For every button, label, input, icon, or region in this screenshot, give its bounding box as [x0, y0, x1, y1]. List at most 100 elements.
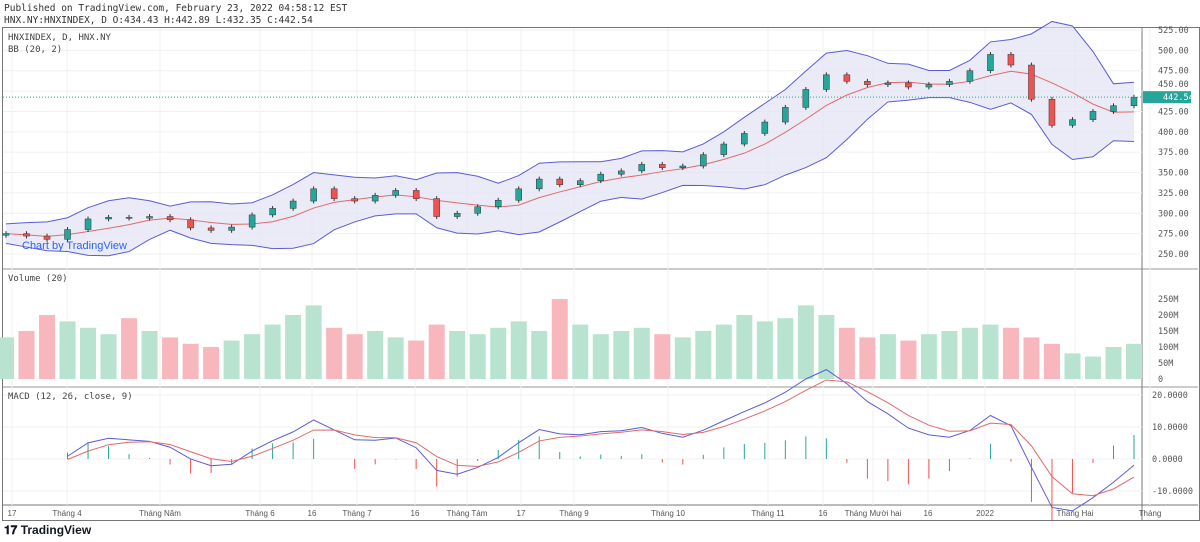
candle: [146, 216, 153, 219]
x-tick-label: Tháng Hai: [1057, 509, 1094, 518]
price-tick-label: 350.00: [1158, 169, 1189, 179]
volume-bar: [613, 331, 630, 379]
candle: [166, 216, 174, 221]
x-tick-label: 16: [308, 509, 317, 518]
candle: [43, 235, 51, 240]
x-tick-label: Tháng Tám: [447, 509, 488, 518]
candle: [330, 188, 338, 199]
candle: [535, 178, 543, 190]
volume-bar: [264, 324, 281, 379]
volume-bar: [879, 334, 896, 379]
volume-tick-label: 150M: [1158, 327, 1178, 337]
bb-basis-line: [5, 70, 1135, 237]
published-text: Published on TradingView.com, February 2…: [4, 3, 348, 14]
volume-bar: [551, 299, 568, 379]
volume-bar: [141, 331, 158, 379]
volume-tick-label: 0: [1158, 375, 1163, 385]
candle: [494, 199, 502, 207]
candle: [125, 217, 133, 219]
volume-bar: [1043, 343, 1060, 379]
macd-tick-label: 20.0000: [1152, 391, 1188, 401]
volume-bar: [674, 337, 691, 379]
x-tick-label: 17: [517, 509, 526, 518]
volume-bar: [1084, 356, 1101, 379]
volume-bar: [285, 315, 302, 379]
candle: [679, 165, 687, 168]
candle: [966, 70, 974, 82]
volume-bar: [531, 331, 548, 379]
volume-tick-label: 250M: [1158, 295, 1178, 305]
x-tick-label: Tháng 11: [751, 509, 785, 518]
candle: [453, 213, 461, 217]
candle: [23, 233, 30, 237]
bb-upper-line: [5, 20, 1135, 225]
x-tick-label: 16: [411, 509, 420, 518]
volume-bar: [449, 331, 466, 379]
volume-bar: [756, 321, 773, 379]
candle: [269, 208, 276, 216]
candle: [1007, 54, 1015, 66]
candle: [618, 170, 625, 175]
candle: [741, 133, 748, 145]
candle: [905, 82, 912, 88]
price-tick-label: 375.00: [1158, 148, 1189, 158]
candle: [64, 229, 71, 240]
x-tick-label: Tháng Năm: [139, 509, 181, 518]
volume-bar: [1023, 337, 1040, 379]
candle: [802, 89, 810, 108]
volume-bar: [203, 347, 220, 379]
macd-line: [67, 369, 1135, 512]
x-tick-label: Tháng Mười hai: [845, 509, 902, 518]
volume-bar: [633, 327, 650, 379]
last-price-label: 442.54: [1163, 93, 1194, 103]
volume-bar: [654, 334, 671, 379]
candle: [310, 188, 317, 202]
x-tick-label: 17: [8, 509, 17, 518]
volume-bar: [695, 331, 712, 379]
macd-legend: MACD (12, 26, close, 9): [8, 392, 133, 402]
bb-legend: BB (20, 2): [8, 45, 63, 55]
candle: [925, 84, 933, 88]
price-tick-label: 400.00: [1158, 128, 1189, 138]
tradingview-logo[interactable]: 𝟏𝟕 TradingView: [4, 523, 92, 537]
candle: [433, 198, 440, 217]
candle: [412, 190, 420, 199]
volume-bar: [777, 318, 794, 379]
price-tick-label: 325.00: [1158, 189, 1189, 199]
volume-bar: [59, 321, 76, 379]
candle: [248, 214, 256, 228]
volume-bar: [572, 324, 589, 379]
volume-bar: [80, 327, 97, 379]
volume-bar: [961, 327, 978, 379]
volume-bar: [305, 305, 322, 379]
watermark[interactable]: Chart by TradingView: [22, 240, 127, 252]
volume-bar: [244, 334, 261, 379]
candle: [577, 180, 584, 186]
price-tick-label: 500.00: [1158, 46, 1189, 56]
volume-bar: [490, 327, 507, 379]
volume-bar: [162, 337, 179, 379]
candle: [207, 227, 215, 231]
volume-tick-label: 100M: [1158, 343, 1178, 353]
volume-legend: Volume (20): [8, 274, 68, 284]
volume-bar: [0, 337, 14, 379]
signal-line: [67, 379, 1135, 497]
candle: [105, 217, 112, 220]
volume-bar: [715, 324, 732, 379]
candle: [392, 190, 399, 196]
x-tick-label: Tháng 7: [342, 509, 372, 518]
volume-bar: [838, 327, 855, 379]
candle: [638, 164, 646, 172]
volume-bar: [736, 315, 753, 379]
candle: [720, 143, 728, 155]
macd-tick-label: 10.0000: [1152, 423, 1188, 433]
price-tick-label: 450.00: [1158, 80, 1189, 90]
candle: [474, 206, 481, 214]
volume-bar: [1064, 353, 1081, 379]
volume-bar: [367, 331, 384, 379]
volume-bar: [326, 327, 343, 379]
volume-bar: [818, 315, 835, 379]
volume-bar: [182, 343, 199, 379]
x-tick-label: Tháng: [1139, 509, 1162, 518]
